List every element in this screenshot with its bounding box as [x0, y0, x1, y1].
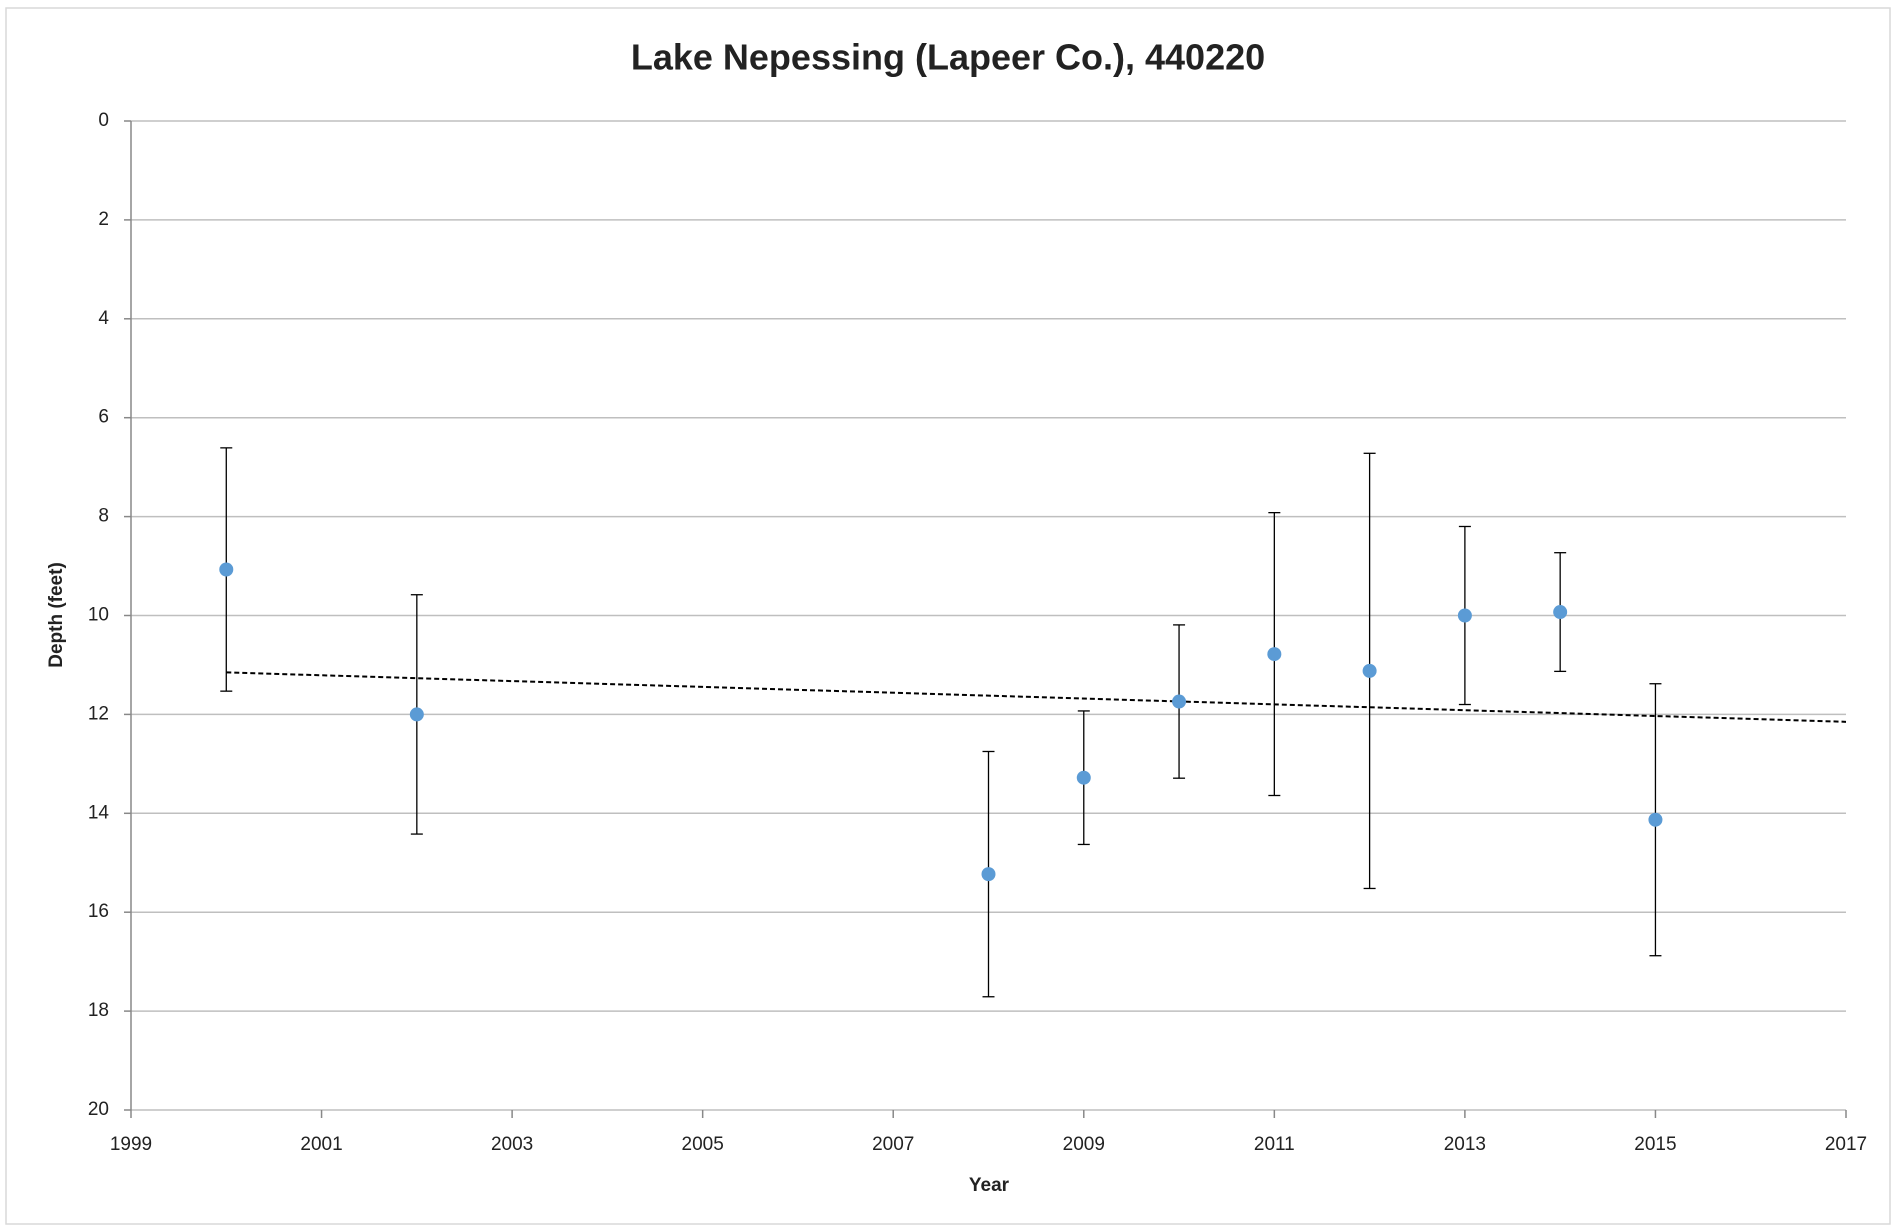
point: [1457, 608, 1472, 623]
x-tick-label: 2011: [1254, 1134, 1295, 1155]
point: [409, 707, 424, 722]
point: [981, 867, 996, 882]
y-tick-label: 12: [88, 703, 109, 724]
y-tick-label: 10: [88, 605, 109, 626]
point: [219, 562, 234, 577]
x-tick-label: 2003: [491, 1134, 533, 1155]
y-tick-label: 6: [98, 407, 109, 428]
x-tick-label: 2015: [1634, 1134, 1676, 1155]
x-tick-label: 1999: [110, 1134, 152, 1155]
y-tick-label: 8: [98, 506, 109, 527]
point: [1267, 647, 1282, 662]
point: [1362, 663, 1377, 678]
trend-line: [226, 671, 1847, 723]
point: [1648, 812, 1663, 827]
x-tick-label: 2017: [1825, 1134, 1867, 1155]
y-tick-label: 18: [88, 1000, 109, 1021]
x-tick-label: 2001: [300, 1134, 342, 1155]
x-tick-label: 2009: [1063, 1134, 1105, 1155]
y-tick-label: 4: [98, 308, 109, 329]
point: [1076, 770, 1091, 785]
x-tick-label: 2007: [872, 1134, 914, 1155]
y-tick-label: 16: [88, 901, 109, 922]
point: [1172, 694, 1187, 709]
point: [1553, 605, 1568, 620]
y-tick-label: 2: [98, 209, 109, 230]
x-axis-title: Year: [969, 1175, 1010, 1196]
x-tick-label: 2013: [1444, 1134, 1486, 1155]
x-tick-label: 2005: [682, 1134, 724, 1155]
y-tick-label: 20: [88, 1099, 109, 1120]
y-axis-title: Depth (feet): [46, 562, 67, 668]
y-tick-label: 14: [88, 802, 110, 823]
y-tick-label: 0: [98, 110, 109, 131]
chart-title: Lake Nepessing (Lapeer Co.), 440220: [631, 37, 1265, 78]
